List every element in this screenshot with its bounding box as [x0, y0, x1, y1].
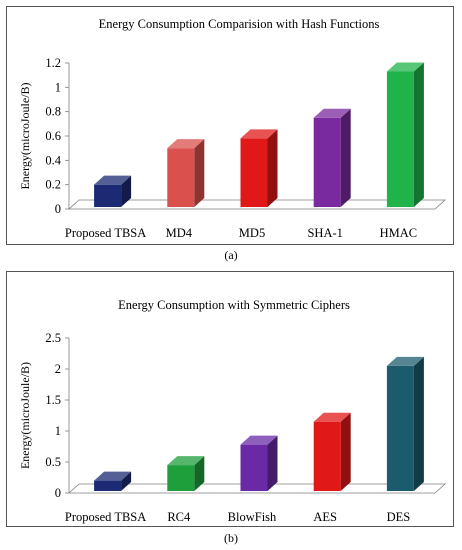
x-tick-label: RC4 [167, 510, 191, 524]
bar-top [167, 456, 205, 466]
x-tick-label: Proposed TBSA [65, 226, 146, 240]
bar-des [386, 356, 424, 491]
bar-top [167, 139, 205, 149]
bar-front [240, 444, 268, 491]
chart-title: Energy Consumption with Symmetric Cipher… [118, 298, 350, 312]
bar-side [340, 108, 351, 207]
y-tick-label: 1.2 [45, 56, 61, 70]
bar-front [167, 148, 195, 207]
bar-side [194, 139, 205, 207]
bar-side [121, 175, 132, 207]
caption-a: (a) [224, 248, 238, 262]
y-tick-label: 0.4 [45, 153, 61, 167]
y-tick-label: 1 [55, 80, 61, 94]
bar-hmac [386, 62, 424, 208]
y-tick-label: 0.8 [45, 105, 61, 119]
bar-side [267, 435, 278, 491]
bar-front [94, 480, 122, 491]
caption-b: (b) [224, 531, 238, 545]
chart-panel-ciphers: Energy Consumption with Symmetric Cipher… [6, 271, 454, 527]
x-tick-label: AES [313, 510, 337, 524]
x-tick-label: BlowFish [228, 510, 277, 524]
bar-md4 [167, 139, 205, 207]
bar-side [340, 412, 351, 491]
x-tick-label: Proposed TBSA [65, 510, 146, 524]
y-axis-label: Energy(microJoule/B) [18, 362, 32, 469]
bar-proposed-tbsa [94, 471, 132, 491]
x-tick-label: MD5 [239, 226, 265, 240]
bar-side [267, 129, 278, 207]
bar-top [240, 435, 278, 445]
bar-front [240, 138, 268, 207]
bar-front [313, 117, 341, 207]
bar-sha-1 [313, 108, 351, 207]
bar-proposed-tbsa [94, 175, 132, 207]
y-tick-label: 1 [55, 424, 61, 438]
bar-side [413, 62, 424, 208]
chart-title: Energy Consumption Comparision with Hash… [99, 17, 380, 31]
bar-top [313, 108, 351, 118]
y-tick-label: 2 [55, 362, 61, 376]
x-tick-label: HMAC [380, 226, 418, 240]
bar-side [413, 356, 424, 491]
y-tick-label: 0.2 [45, 178, 61, 192]
bar-top [386, 62, 424, 72]
y-tick-label: 0 [55, 486, 61, 500]
bar-top [386, 356, 424, 366]
bar-md5 [240, 129, 278, 207]
x-tick-label: SHA-1 [307, 226, 342, 240]
bar-top [313, 412, 351, 422]
chart-panel-hash: Energy Consumption Comparision with Hash… [6, 6, 454, 245]
x-tick-label: DES [387, 510, 411, 524]
chart-hash-functions: Energy Consumption Comparision with Hash… [18, 17, 447, 240]
bar-front [386, 365, 414, 491]
bar-front [386, 71, 414, 208]
bar-rc4 [167, 456, 205, 491]
y-tick-label: 2.5 [45, 331, 61, 345]
y-tick-label: 0 [55, 202, 61, 216]
chart-symmetric-ciphers: Energy Consumption with Symmetric Cipher… [18, 298, 447, 524]
bar-top [240, 129, 278, 139]
bar-front [167, 465, 195, 491]
bar-side [121, 471, 132, 491]
x-tick-label: MD4 [166, 226, 193, 240]
bar-side [194, 456, 205, 491]
bar-top [94, 175, 132, 185]
bar-blowfish [240, 435, 278, 491]
bar-front [313, 421, 341, 491]
y-axis-label: Energy(microJoule/B) [18, 82, 32, 189]
y-tick-label: 1.5 [45, 393, 61, 407]
bar-front [94, 184, 122, 207]
bar-aes [313, 412, 351, 491]
bar-top [94, 471, 132, 481]
y-tick-label: 0.5 [45, 455, 61, 469]
y-tick-label: 0.6 [45, 129, 61, 143]
